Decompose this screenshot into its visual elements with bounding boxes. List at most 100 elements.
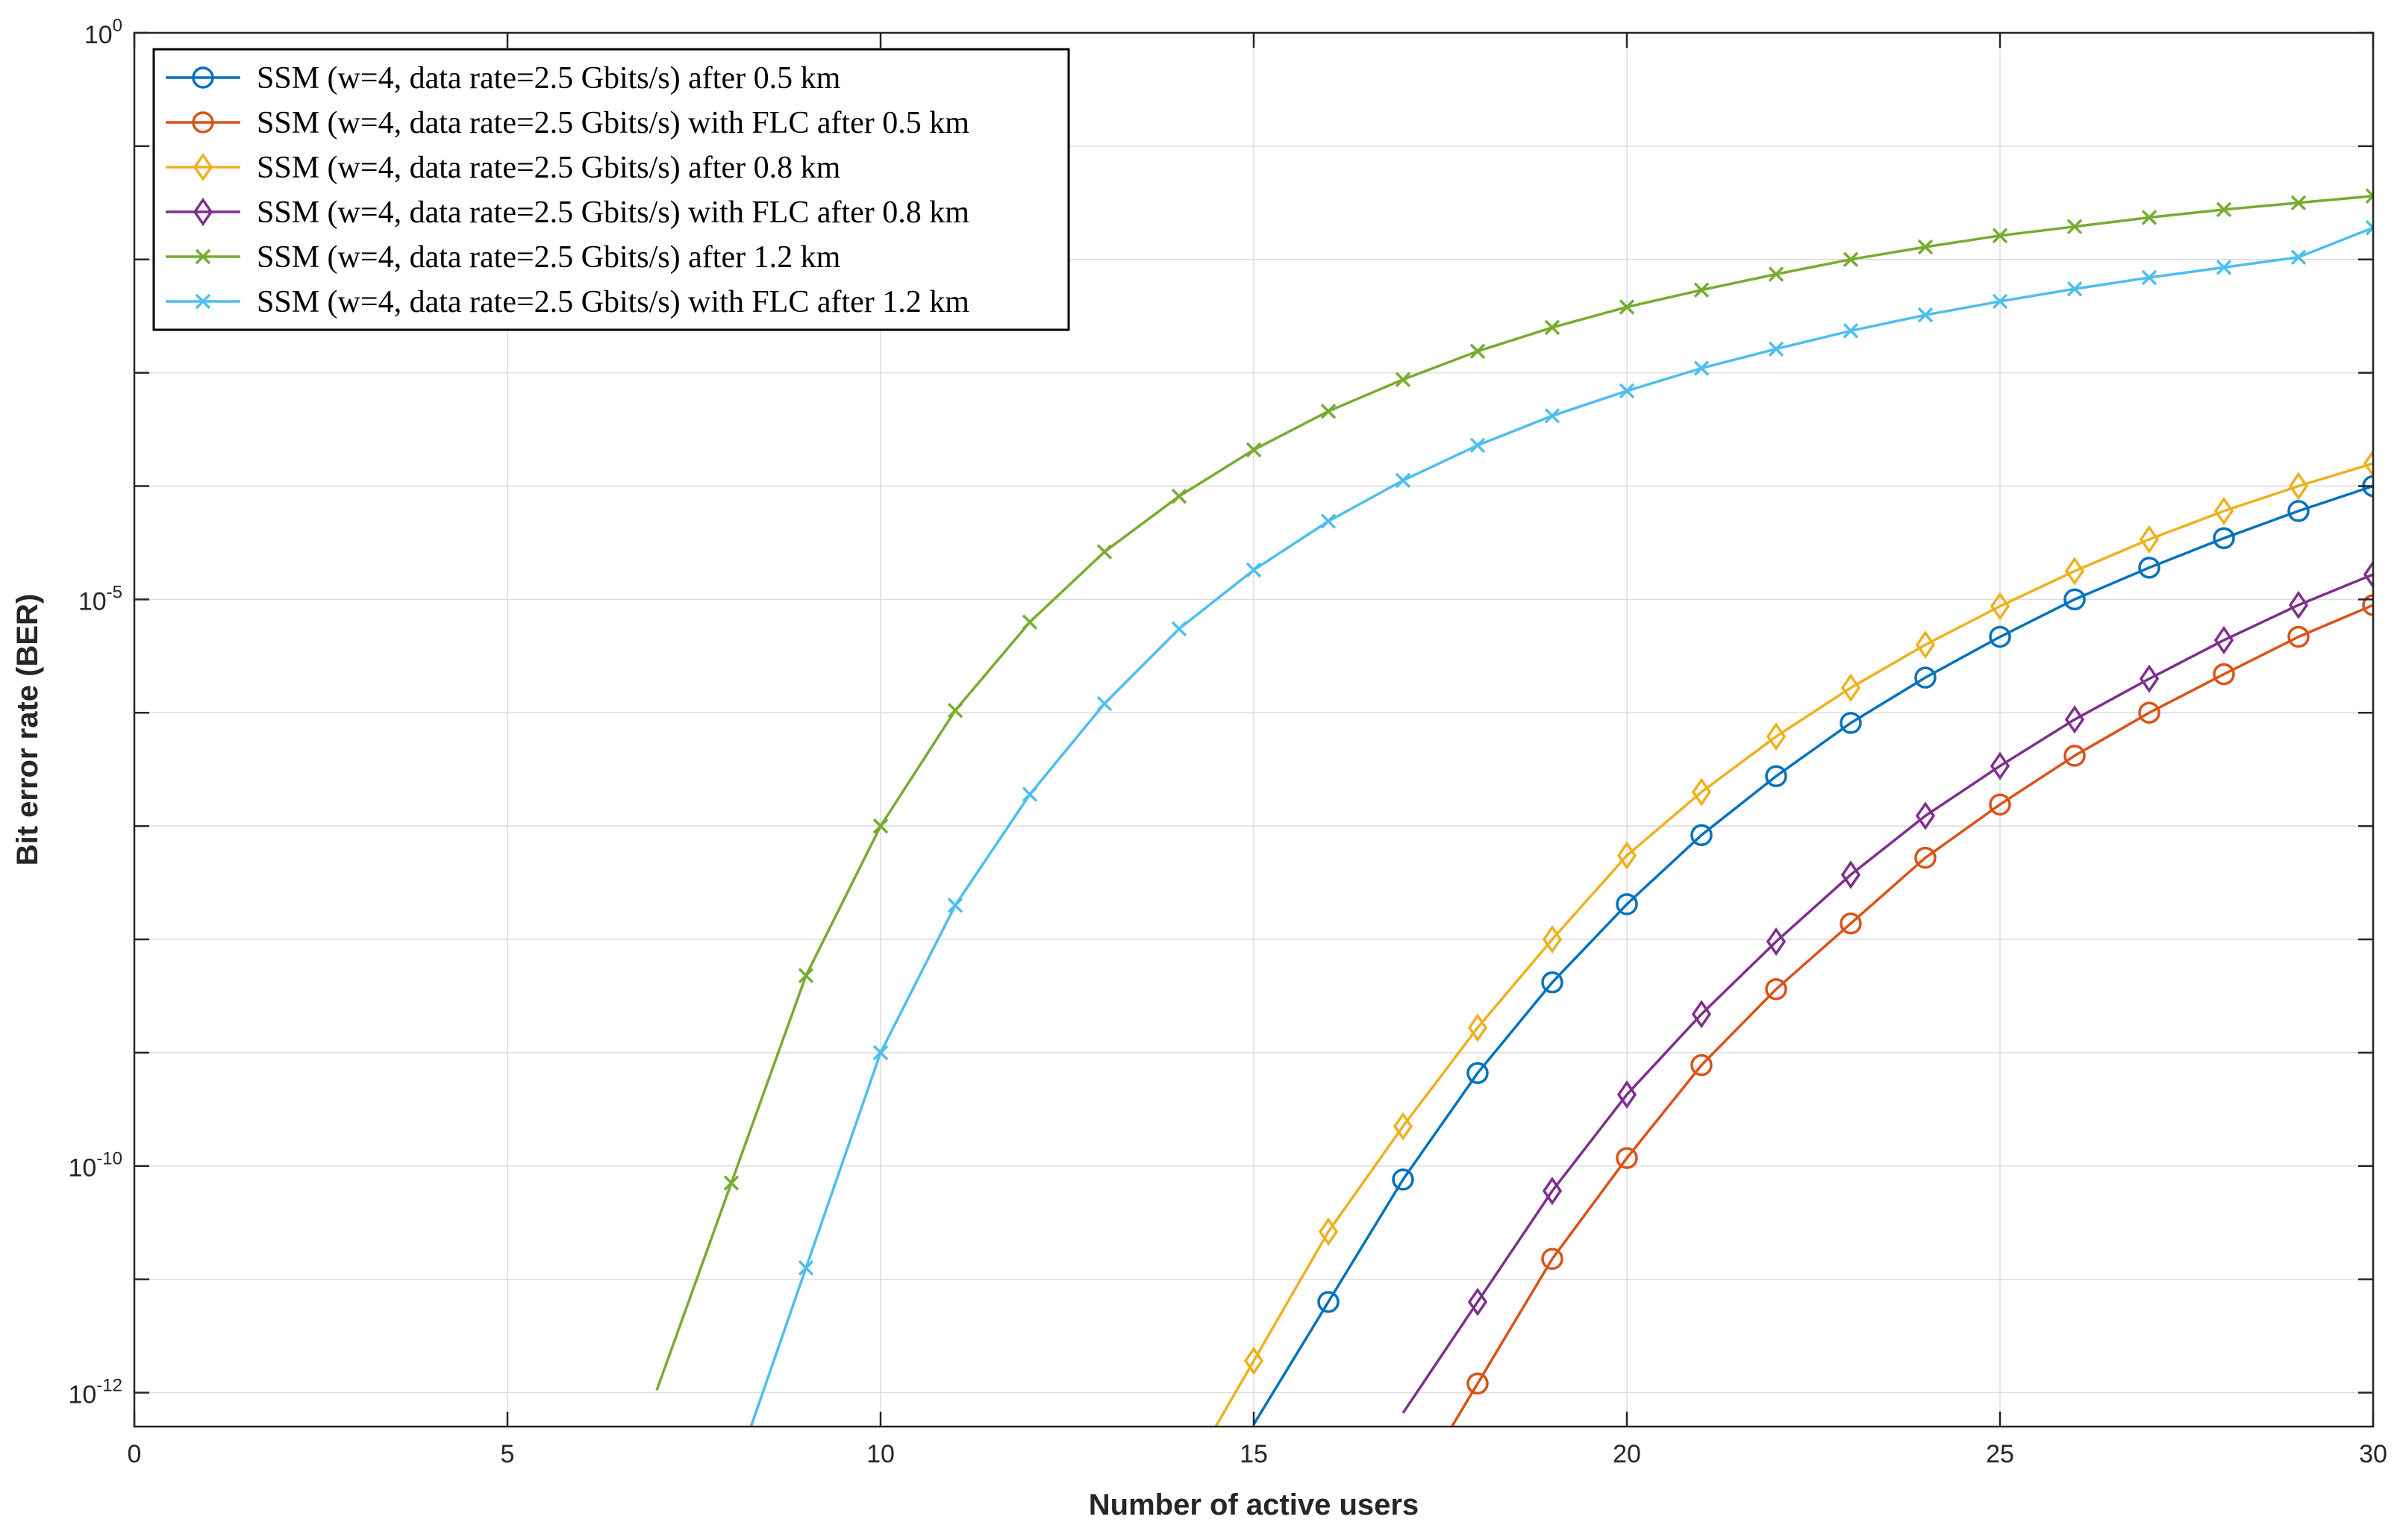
series-point bbox=[1840, 712, 1862, 734]
series-point bbox=[1467, 1287, 1488, 1317]
y-tick-label: 100 bbox=[84, 16, 122, 49]
x-tick-label: 15 bbox=[1240, 1440, 1268, 1468]
series-point bbox=[1243, 1346, 1264, 1376]
x-tick-label: 0 bbox=[128, 1440, 142, 1468]
y-axis-title: Bit error rate (BER) bbox=[11, 594, 44, 866]
series-point bbox=[2138, 701, 2160, 724]
series-point bbox=[1840, 912, 1862, 935]
series-point bbox=[1693, 282, 1710, 298]
series-point bbox=[1466, 1062, 1489, 1084]
series-point bbox=[1990, 592, 2010, 621]
series-point bbox=[2064, 705, 2085, 734]
series-point bbox=[2138, 557, 2160, 579]
series-point bbox=[1840, 860, 1861, 889]
legend-marker bbox=[195, 248, 211, 265]
x-tick-label: 5 bbox=[501, 1440, 515, 1468]
series-point bbox=[1768, 341, 1784, 357]
series-point bbox=[1542, 924, 1563, 954]
series-point bbox=[872, 1045, 889, 1061]
series-point bbox=[1915, 801, 1936, 830]
series-point bbox=[1541, 971, 1563, 994]
grid-lines bbox=[134, 32, 2373, 1427]
series-point bbox=[2290, 195, 2307, 211]
series-point bbox=[1544, 408, 1560, 424]
series-point bbox=[723, 1175, 740, 1191]
series-point bbox=[1765, 978, 1787, 1001]
series-point bbox=[1840, 673, 1861, 702]
series-point bbox=[1768, 266, 1784, 282]
series-point bbox=[2139, 525, 2160, 554]
series-line bbox=[1401, 573, 2373, 1414]
series-point bbox=[1616, 893, 1638, 915]
legend-label: SSM (w=4, data rate=2.5 Gbits/s) with FL… bbox=[257, 285, 969, 319]
series-point bbox=[2288, 472, 2309, 501]
series-point bbox=[2066, 281, 2083, 297]
series-point bbox=[798, 968, 814, 983]
series-point bbox=[2141, 269, 2157, 286]
series-point bbox=[1616, 841, 1637, 870]
series-point bbox=[2216, 260, 2232, 275]
series-point bbox=[2063, 745, 2086, 767]
series-point bbox=[1469, 343, 1486, 359]
series-point bbox=[1917, 307, 1934, 323]
legend: SSM (w=4, data rate=2.5 Gbits/s) after 0… bbox=[152, 48, 1070, 331]
series-point bbox=[1843, 323, 1859, 339]
series-point bbox=[1616, 1080, 1637, 1109]
legend-label: SSM (w=4, data rate=2.5 Gbits/s) after 0… bbox=[257, 151, 841, 185]
series-point bbox=[1392, 1168, 1414, 1191]
series-point bbox=[1989, 793, 2011, 816]
series-point bbox=[1317, 1291, 1340, 1313]
series-point bbox=[1541, 1248, 1563, 1270]
series-point bbox=[1393, 1112, 1413, 1141]
series-point bbox=[2216, 201, 2232, 218]
series-line bbox=[655, 194, 2373, 1391]
series-point bbox=[2063, 588, 2086, 611]
series-point bbox=[1320, 404, 1337, 419]
series-point bbox=[1915, 630, 1936, 660]
legend-marker bbox=[192, 66, 214, 89]
legend-box bbox=[152, 48, 1070, 331]
legend-marker bbox=[193, 152, 213, 182]
legend-marker bbox=[193, 197, 213, 227]
series-line bbox=[1214, 462, 2373, 1427]
series-6 bbox=[749, 219, 2373, 1427]
series-point bbox=[1691, 777, 1712, 807]
series-point bbox=[1765, 765, 1787, 788]
legend-label: SSM (w=4, data rate=2.5 Gbits/s) after 1… bbox=[257, 240, 841, 275]
x-tick-label: 20 bbox=[1613, 1440, 1641, 1468]
legend-label: SSM (w=4, data rate=2.5 Gbits/s) with FL… bbox=[257, 195, 969, 230]
series-point bbox=[1917, 239, 1934, 255]
series-point bbox=[1619, 383, 1635, 399]
series-point bbox=[2064, 557, 2085, 586]
x-tick-label: 30 bbox=[2359, 1440, 2387, 1468]
series-point bbox=[1914, 666, 1937, 689]
series-point bbox=[1992, 228, 2008, 244]
axis-ticks: 0 5 10 15 20 25 30 100 10-5 10-10 10-12 bbox=[68, 16, 2387, 1468]
series-point bbox=[1616, 1147, 1638, 1169]
series-point bbox=[2213, 663, 2235, 686]
series-point bbox=[2290, 249, 2307, 265]
legend-marker bbox=[192, 111, 214, 134]
series-point bbox=[1843, 251, 1859, 267]
series-point bbox=[1466, 1372, 1489, 1395]
series-point bbox=[2139, 664, 2160, 693]
series-2 bbox=[1450, 594, 2373, 1427]
series-point bbox=[1022, 786, 1038, 802]
series-point bbox=[2362, 594, 2373, 616]
series-point bbox=[1246, 562, 1262, 578]
series-point bbox=[798, 1260, 814, 1276]
series-layer bbox=[655, 188, 2373, 1427]
series-point bbox=[2365, 188, 2373, 204]
legend-label: SSM (w=4, data rate=2.5 Gbits/s) after 0… bbox=[257, 61, 841, 96]
series-point bbox=[2363, 560, 2373, 589]
series-point bbox=[2287, 625, 2310, 648]
series-point bbox=[1096, 695, 1113, 712]
series-point bbox=[2141, 210, 2157, 225]
series-point bbox=[1990, 751, 2010, 780]
legend-marker bbox=[195, 293, 211, 310]
series-point bbox=[1096, 544, 1113, 560]
series-point bbox=[2363, 449, 2373, 478]
x-axis-title: Number of active users bbox=[1089, 1489, 1419, 1521]
y-tick-label: 10-12 bbox=[68, 1375, 122, 1409]
